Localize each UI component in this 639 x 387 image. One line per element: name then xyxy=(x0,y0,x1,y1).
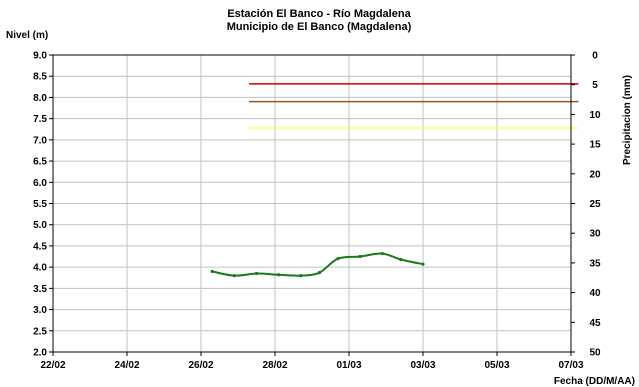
y-tick-label: 4.0 xyxy=(33,263,47,274)
y2-tick-label: 40 xyxy=(589,288,601,299)
x-tick-label: 01/03 xyxy=(336,360,361,371)
data-point xyxy=(317,271,321,275)
chart-title: Estación El Banco - Río Magdalena xyxy=(227,8,411,20)
y-tick-label: 8.0 xyxy=(33,93,47,104)
series-layer xyxy=(210,251,425,278)
x-ticks: 22/02 24/02 26/02 28/02 01/03 03/03 05/03 07/03 xyxy=(40,352,584,371)
data-point xyxy=(277,273,281,277)
data-point xyxy=(210,269,214,273)
x-tick-label: 26/02 xyxy=(188,360,213,371)
y2-tick-label: 50 xyxy=(589,348,601,359)
x-tick-label: 28/02 xyxy=(262,360,287,371)
y-tick-label: 7.5 xyxy=(33,114,47,125)
series-line xyxy=(211,252,424,277)
y2-tick-label: 20 xyxy=(589,169,601,180)
y-tick-label: 8.5 xyxy=(33,72,47,83)
x-tick-label: 24/02 xyxy=(114,360,139,371)
data-point xyxy=(380,251,384,256)
y-tick-label: 2.5 xyxy=(33,326,47,337)
y2-ticks: 0 5 10 15 20 25 30 35 40 45 50 xyxy=(571,51,601,359)
gridlines xyxy=(53,55,571,352)
y-tick-label: 9.0 xyxy=(33,51,47,62)
y2-tick-label: 35 xyxy=(589,258,601,269)
y-tick-label: 5.5 xyxy=(33,199,47,210)
y-tick-label: 4.5 xyxy=(33,241,47,252)
y-tick-label: 2.0 xyxy=(33,348,47,359)
y2-tick-label: 25 xyxy=(589,199,601,210)
y-tick-label: 7.0 xyxy=(33,135,47,146)
y2-tick-label: 30 xyxy=(589,229,601,240)
x-tick-label: 07/03 xyxy=(558,360,583,371)
y-tick-label: 6.0 xyxy=(33,178,47,189)
x-tick-label: 03/03 xyxy=(410,360,435,371)
threshold-lines xyxy=(249,83,579,129)
y-ticks: 2.0 2.5 3.0 3.5 4.0 4.5 5.0 5.5 6.0 6.5 7.0 7.5 8.0 8… xyxy=(33,51,53,359)
data-point xyxy=(421,262,425,266)
data-point xyxy=(232,274,236,278)
y-tick-label: 6.5 xyxy=(33,157,47,168)
data-point xyxy=(336,257,340,261)
x-axis-label: Fecha (DD/M/AA) xyxy=(554,376,635,387)
y2-tick-label: 15 xyxy=(589,140,601,151)
y2-tick-label: 10 xyxy=(589,110,601,121)
x-tick-label: 05/03 xyxy=(484,360,509,371)
data-point xyxy=(358,254,362,259)
data-point xyxy=(254,271,259,276)
x-tick-label: 22/02 xyxy=(40,360,65,371)
y2-tick-label: 45 xyxy=(589,318,601,329)
y-tick-label: 5.0 xyxy=(33,220,47,231)
chart-subtitle: Municipio de El Banco (Magdalena) xyxy=(227,21,412,33)
y2-tick-label: 0 xyxy=(592,51,598,62)
data-point xyxy=(399,257,403,262)
y-tick-label: 3.0 xyxy=(33,305,47,316)
y2-axis-label: Precipitacion (mm) xyxy=(622,75,633,165)
y2-tick-label: 5 xyxy=(592,80,598,91)
y-tick-label: 3.5 xyxy=(33,284,47,295)
data-point xyxy=(299,274,303,278)
y-axis-label: Nivel (m) xyxy=(6,30,48,41)
